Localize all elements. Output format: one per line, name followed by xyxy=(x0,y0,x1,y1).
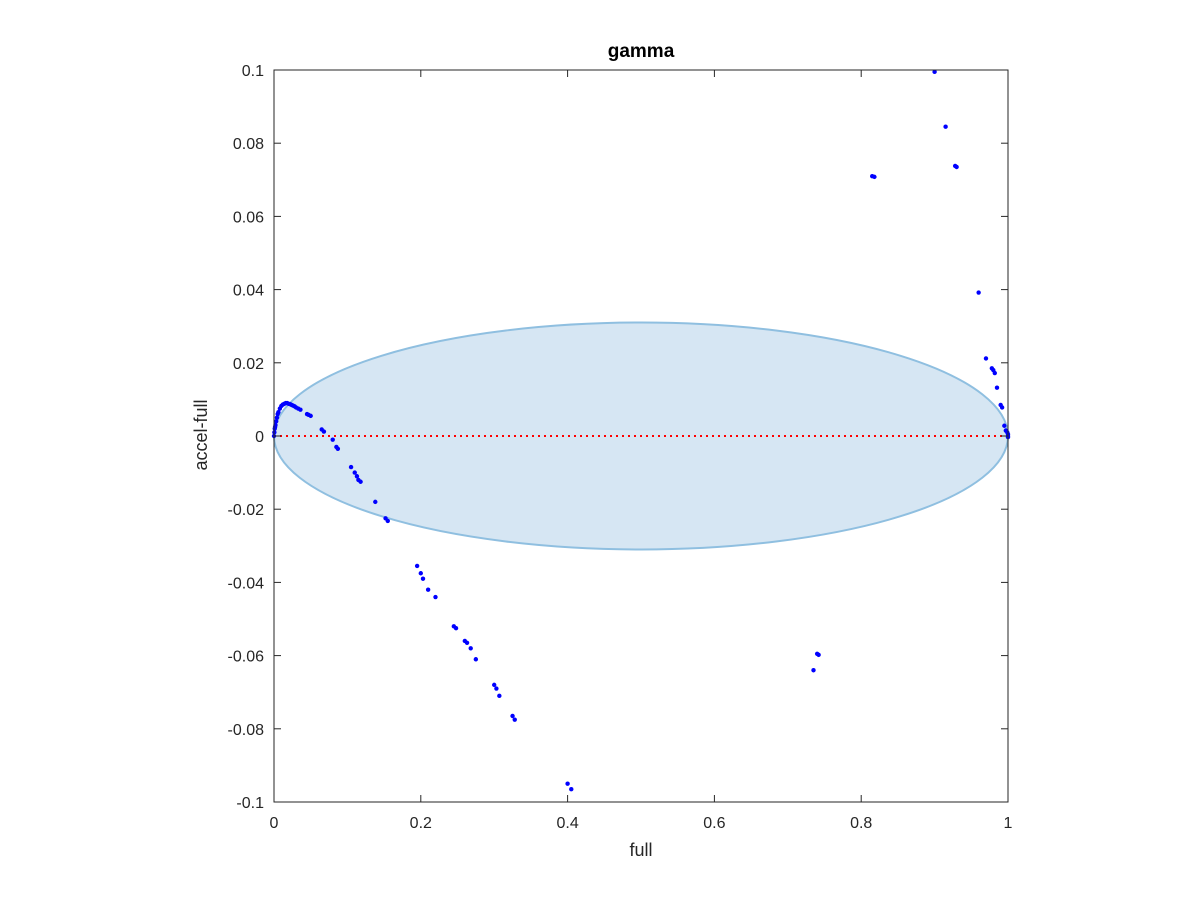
data-point xyxy=(385,518,390,524)
data-point xyxy=(510,713,515,719)
y-tick-label: -0.06 xyxy=(228,649,265,666)
y-tick-label: 0.02 xyxy=(233,356,264,373)
data-point xyxy=(494,686,499,691)
data-point xyxy=(994,385,1000,390)
y-tick-label: -0.08 xyxy=(228,722,265,739)
y-axis: -0.1 -0.08 -0.06 -0.04 -0.02 0 0.02 0.04 0.06 0.0… xyxy=(228,63,1008,812)
data-point xyxy=(414,563,420,569)
x-tick-label: 0.8 xyxy=(850,815,872,832)
data-point xyxy=(1002,423,1007,428)
y-tick-label: -0.04 xyxy=(228,575,265,592)
y-tick-label: 0.04 xyxy=(233,283,264,300)
x-tick-label: 0.2 xyxy=(410,815,432,832)
data-point xyxy=(569,786,574,792)
data-point xyxy=(348,464,354,470)
data-point xyxy=(335,446,341,452)
data-point xyxy=(473,657,479,662)
y-tick-label: 0.08 xyxy=(233,136,264,153)
data-point xyxy=(468,646,473,651)
x-tick-label: 0 xyxy=(270,815,279,832)
data-point xyxy=(992,370,997,376)
data-point xyxy=(512,717,517,722)
data-point xyxy=(276,410,281,415)
data-point xyxy=(872,174,877,180)
x-tick-label: 0.4 xyxy=(556,815,578,832)
data-point xyxy=(492,682,497,688)
data-point xyxy=(433,594,438,600)
y-tick-label: -0.02 xyxy=(228,502,265,519)
y-tick-label: 0 xyxy=(255,429,264,446)
data-point xyxy=(943,124,948,129)
data-point xyxy=(976,290,981,295)
y-axis-label: accel-full xyxy=(191,399,211,470)
chart-title: gamma xyxy=(608,41,675,62)
x-tick-label: 1 xyxy=(1004,815,1013,832)
data-point xyxy=(983,356,989,361)
y-tick-label: 0.06 xyxy=(233,209,264,226)
data-point xyxy=(352,470,357,475)
data-point xyxy=(999,405,1005,410)
x-axis-label: full xyxy=(629,840,652,860)
data-point xyxy=(354,474,360,479)
data-point xyxy=(330,437,335,442)
data-point xyxy=(321,429,327,434)
y-tick-label: -0.1 xyxy=(236,795,264,812)
data-point xyxy=(954,164,959,170)
data-point xyxy=(425,587,431,592)
data-point xyxy=(308,413,313,419)
data-point xyxy=(932,69,937,75)
x-axis: 0 0.2 0.4 0.6 0.8 1 xyxy=(270,70,1013,832)
data-point xyxy=(811,668,816,673)
data-point xyxy=(274,415,280,420)
data-point xyxy=(418,571,423,576)
data-point xyxy=(497,693,502,699)
y-tick-label: 0.1 xyxy=(242,63,264,80)
data-point xyxy=(816,652,821,658)
data-point xyxy=(464,640,470,645)
x-tick-label: 0.6 xyxy=(703,815,725,832)
data-point xyxy=(420,576,426,581)
data-point xyxy=(453,625,459,631)
data-point xyxy=(358,479,363,484)
data-point xyxy=(565,781,570,786)
data-point xyxy=(373,499,378,505)
data-point xyxy=(298,407,303,412)
data-point xyxy=(274,419,279,424)
